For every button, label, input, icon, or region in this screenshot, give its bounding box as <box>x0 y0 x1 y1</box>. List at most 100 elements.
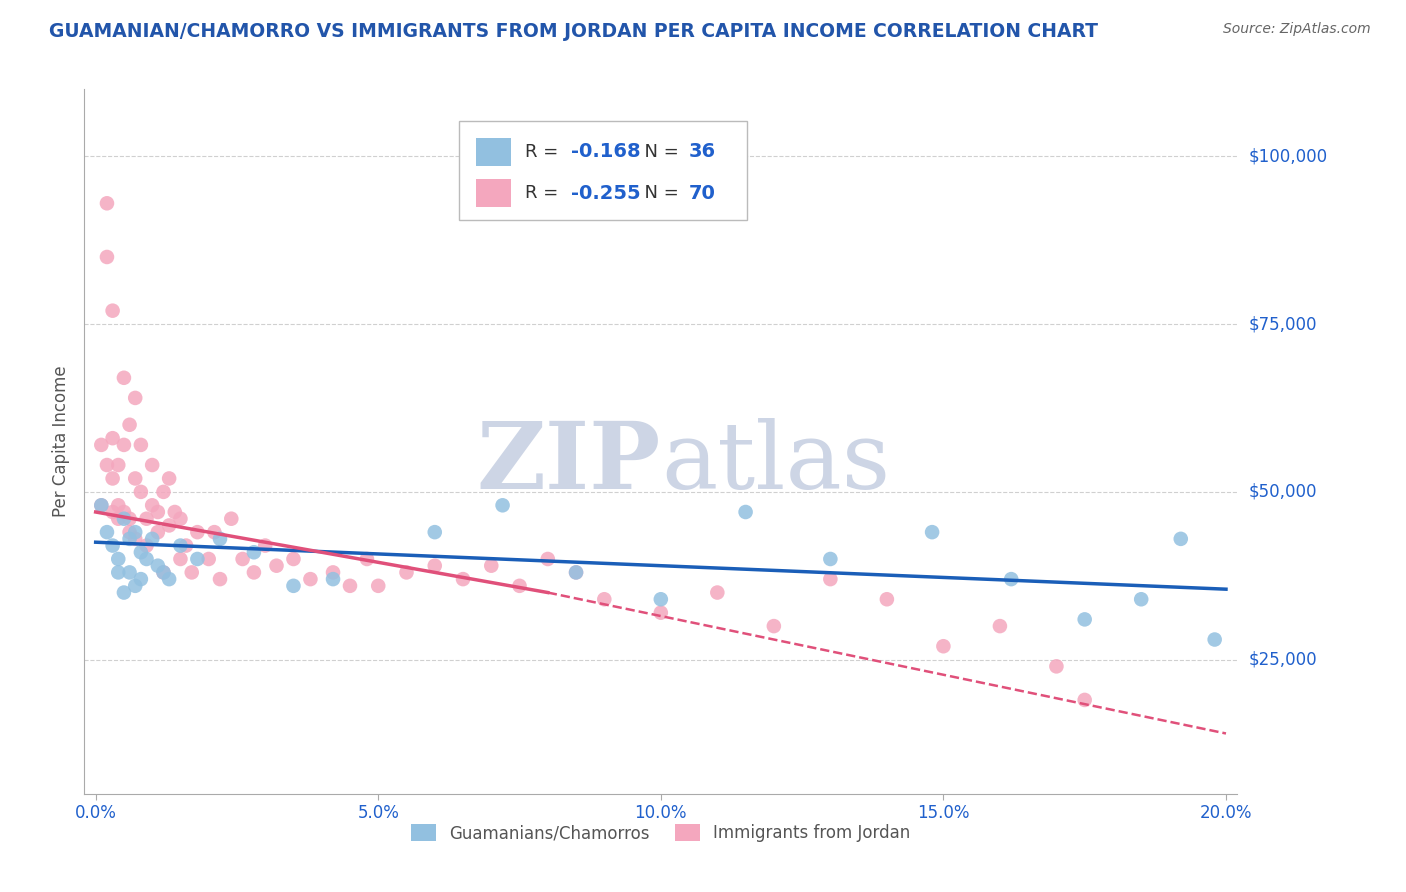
Point <box>112 585 135 599</box>
Point <box>96 250 118 264</box>
Point <box>322 566 344 580</box>
Point <box>157 518 180 533</box>
Point <box>135 552 157 566</box>
Point <box>299 572 322 586</box>
Point <box>135 539 157 553</box>
Text: R =: R = <box>524 184 564 202</box>
Point <box>706 585 728 599</box>
Point <box>112 438 135 452</box>
Point <box>101 471 124 485</box>
Point <box>124 525 146 540</box>
Point <box>101 431 124 445</box>
Point <box>509 579 531 593</box>
Point <box>90 498 112 512</box>
FancyBboxPatch shape <box>460 121 748 219</box>
FancyBboxPatch shape <box>477 179 510 207</box>
Point <box>266 558 288 573</box>
Point <box>921 525 943 540</box>
Point <box>107 552 129 566</box>
Point <box>283 579 305 593</box>
Point <box>174 539 197 553</box>
Point <box>90 498 112 512</box>
Point <box>202 525 225 540</box>
Point <box>988 619 1011 633</box>
Point <box>141 532 163 546</box>
Point <box>96 525 118 540</box>
Text: atlas: atlas <box>661 417 890 508</box>
Point <box>232 552 254 566</box>
Point <box>876 592 898 607</box>
Point <box>762 619 785 633</box>
Point <box>157 572 180 586</box>
Point <box>118 566 141 580</box>
Text: Source: ZipAtlas.com: Source: ZipAtlas.com <box>1223 22 1371 37</box>
Text: $50,000: $50,000 <box>1249 483 1317 501</box>
Point <box>107 498 129 512</box>
Point <box>124 391 146 405</box>
Y-axis label: Per Capita Income: Per Capita Income <box>52 366 70 517</box>
Point <box>90 438 112 452</box>
Point <box>1073 612 1095 626</box>
Point <box>96 458 118 472</box>
Text: R =: R = <box>524 143 564 161</box>
Point <box>112 505 135 519</box>
Point <box>129 545 152 559</box>
FancyBboxPatch shape <box>477 138 510 166</box>
Point <box>152 566 174 580</box>
Point <box>243 566 266 580</box>
Point <box>124 532 146 546</box>
Point <box>129 438 152 452</box>
Point <box>107 458 129 472</box>
Text: 70: 70 <box>689 184 716 202</box>
Point <box>146 558 169 573</box>
Point <box>135 512 157 526</box>
Text: N =: N = <box>633 143 685 161</box>
Point <box>118 525 141 540</box>
Point <box>451 572 474 586</box>
Point <box>339 579 361 593</box>
Point <box>221 512 243 526</box>
Point <box>124 579 146 593</box>
Point <box>356 552 378 566</box>
Point <box>820 572 842 586</box>
Point <box>118 532 141 546</box>
Point <box>112 512 135 526</box>
Point <box>423 558 446 573</box>
Point <box>208 572 231 586</box>
Point <box>96 196 118 211</box>
Point <box>208 532 231 546</box>
Point <box>423 525 446 540</box>
Point <box>283 552 305 566</box>
Point <box>101 539 124 553</box>
Point <box>107 512 129 526</box>
Text: 36: 36 <box>689 143 716 161</box>
Point <box>1045 659 1067 673</box>
Point <box>186 525 208 540</box>
Point <box>932 639 955 653</box>
Point <box>157 471 180 485</box>
Point <box>129 572 152 586</box>
Point <box>169 539 191 553</box>
Text: ZIP: ZIP <box>477 417 661 508</box>
Point <box>491 498 513 512</box>
Point <box>367 579 389 593</box>
Point <box>101 303 124 318</box>
Point <box>322 572 344 586</box>
Point <box>734 505 756 519</box>
Point <box>169 512 191 526</box>
Point <box>243 545 266 559</box>
Point <box>186 552 208 566</box>
Point <box>537 552 560 566</box>
Point <box>169 552 191 566</box>
Legend: Guamanians/Chamorros, Immigrants from Jordan: Guamanians/Chamorros, Immigrants from Jo… <box>405 817 917 849</box>
Point <box>254 539 277 553</box>
Text: -0.168: -0.168 <box>571 143 641 161</box>
Point <box>101 505 124 519</box>
Point <box>1000 572 1022 586</box>
Point <box>152 484 174 499</box>
Point <box>107 566 129 580</box>
Point <box>565 566 588 580</box>
Point <box>1204 632 1226 647</box>
Point <box>180 566 202 580</box>
Point <box>395 566 418 580</box>
